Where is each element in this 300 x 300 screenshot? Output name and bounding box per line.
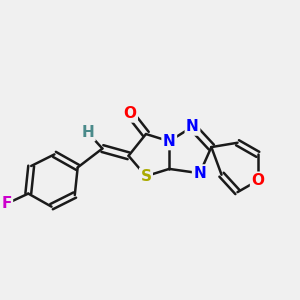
Text: O: O <box>124 106 136 121</box>
Text: H: H <box>82 125 94 140</box>
Text: O: O <box>251 173 264 188</box>
Text: F: F <box>1 196 12 211</box>
Text: S: S <box>140 169 152 184</box>
Text: N: N <box>194 166 206 181</box>
Text: N: N <box>186 119 199 134</box>
Text: N: N <box>163 134 175 149</box>
